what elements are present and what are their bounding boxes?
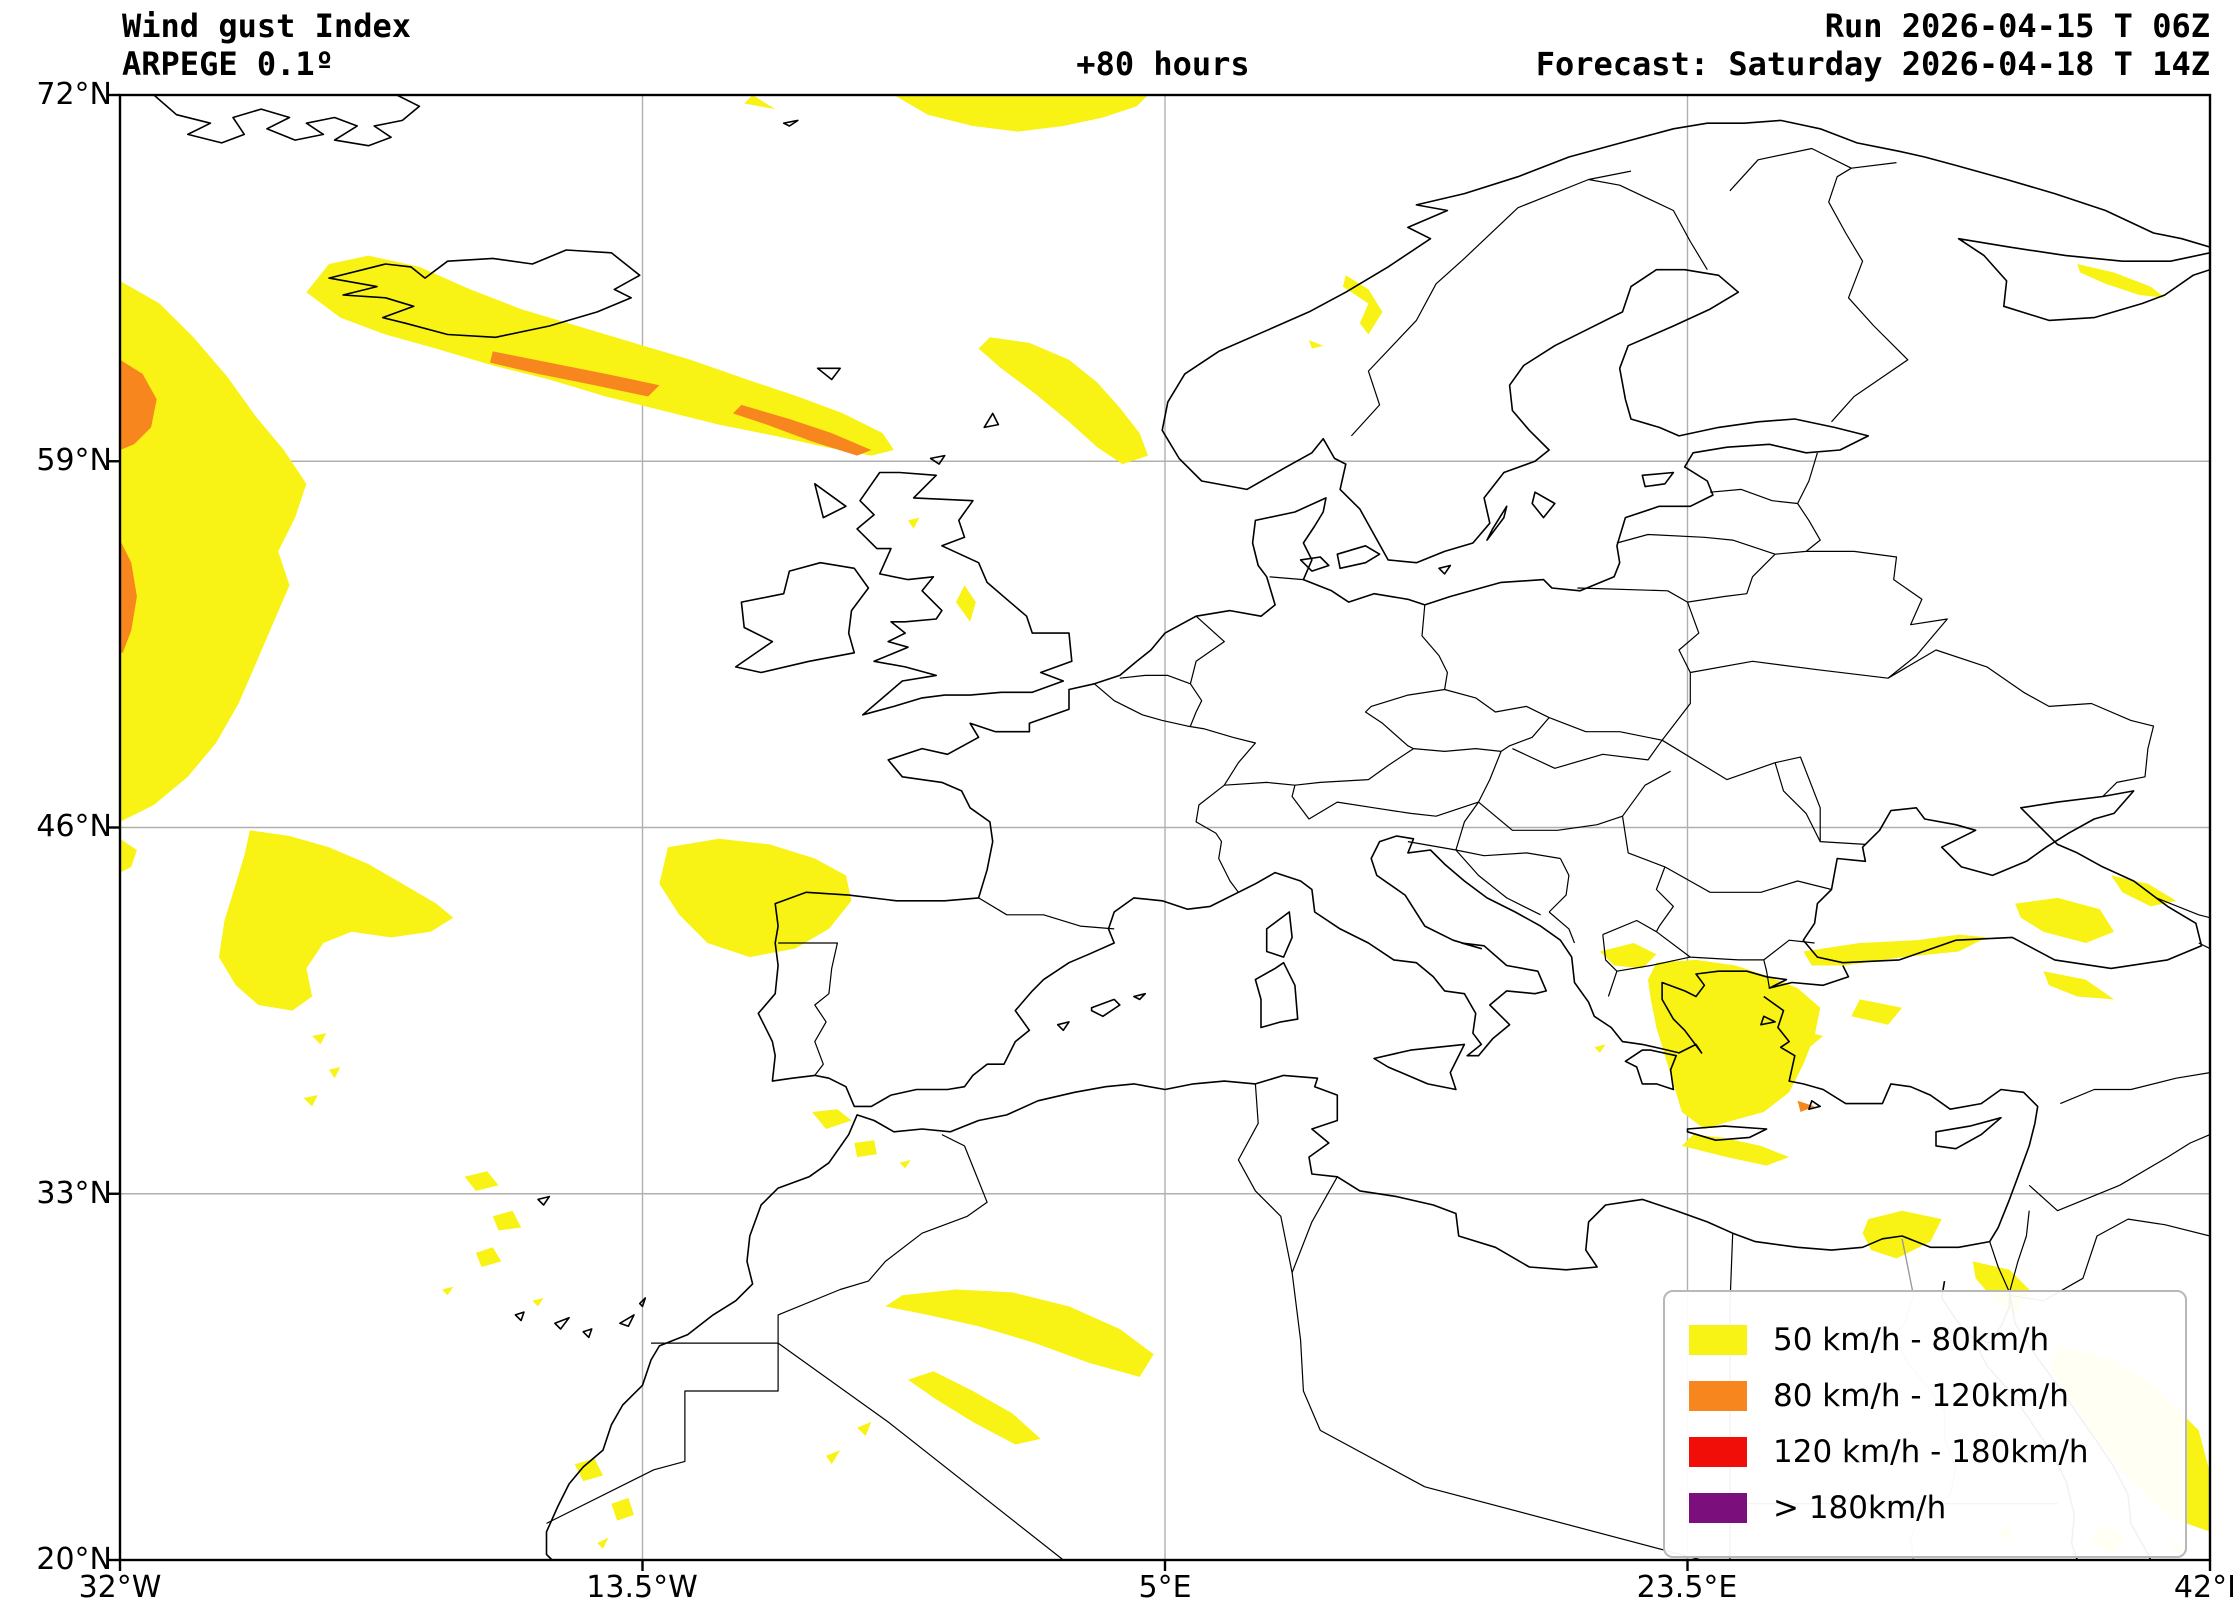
border-layer bbox=[546, 147, 2210, 1560]
run-info: Run 2026-04-15 T 06Z bbox=[1824, 7, 2210, 45]
lon-tick-label-135w: 13.5°W bbox=[586, 1570, 698, 1604]
lon-tick-label-5e: 5°E bbox=[1138, 1570, 1192, 1604]
legend-item: 120 km/h - 180km/h bbox=[1689, 1424, 2161, 1480]
legend-label: 50 km/h - 80km/h bbox=[1773, 1322, 2050, 1358]
legend-swatch-yellow bbox=[1689, 1325, 1747, 1355]
map-frame bbox=[109, 93, 2212, 1571]
lat-tick-label-46n: 46°N bbox=[36, 809, 112, 844]
legend-label: > 180km/h bbox=[1773, 1490, 1947, 1526]
legend-item: > 180km/h bbox=[1689, 1480, 2161, 1536]
lon-tick-label-32w: 32°W bbox=[78, 1570, 162, 1604]
legend-swatch-orange bbox=[1689, 1381, 1747, 1411]
legend-label: 120 km/h - 180km/h bbox=[1773, 1434, 2089, 1470]
legend-item: 50 km/h - 80km/h bbox=[1689, 1312, 2161, 1368]
legend: 50 km/h - 80km/h 80 km/h - 120km/h 120 k… bbox=[1663, 1290, 2187, 1558]
lon-tick-label-42e: 42°E bbox=[2173, 1570, 2233, 1604]
legend-label: 80 km/h - 120km/h bbox=[1773, 1378, 2069, 1414]
model-name: ARPEGE 0.1º bbox=[122, 45, 334, 83]
lat-tick-label-59n: 59°N bbox=[36, 443, 112, 478]
forecast-info: Forecast: Saturday 2026-04-18 T 14Z bbox=[1535, 45, 2210, 83]
grid-layer bbox=[120, 95, 2210, 1560]
product-title: Wind gust Index bbox=[122, 7, 411, 45]
legend-swatch-purple bbox=[1689, 1493, 1747, 1523]
lat-tick-label-72n: 72°N bbox=[36, 77, 112, 112]
lat-tick-label-20n: 20°N bbox=[36, 1542, 112, 1577]
legend-swatch-red bbox=[1689, 1437, 1747, 1467]
lon-tick-label-235e: 23.5°E bbox=[1636, 1570, 1738, 1604]
legend-item: 80 km/h - 120km/h bbox=[1689, 1368, 2161, 1424]
lat-tick-label-33n: 33°N bbox=[36, 1176, 112, 1211]
lead-time: +80 hours bbox=[1076, 45, 1250, 83]
